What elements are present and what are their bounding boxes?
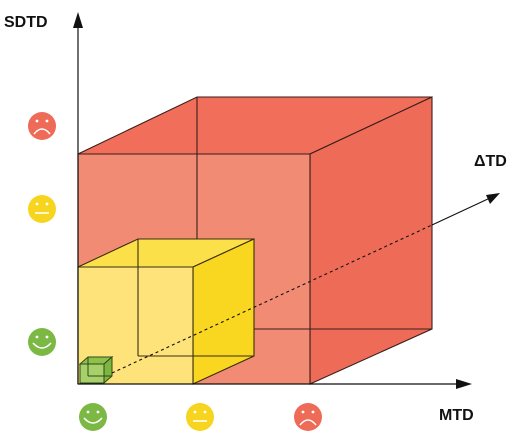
z-axis-visible: [431, 197, 491, 226]
neutral-face-icon: [186, 403, 214, 431]
sad-face-icon: [28, 112, 56, 140]
z-axis-hidden: [111, 224, 433, 374]
medium-cube: [77, 238, 255, 385]
z-axis-label: ΔTD: [474, 153, 507, 170]
y-axis-label: SDTD: [4, 14, 48, 31]
x-axis-label: MTD: [439, 407, 474, 424]
happy-face-icon: [28, 328, 56, 356]
happy-face-icon: [79, 403, 107, 431]
y-axis-arrowhead: [73, 12, 83, 28]
neutral-face-icon: [28, 195, 56, 223]
small-cube-front-face: [79, 363, 105, 384]
sad-face-icon: [294, 403, 322, 431]
small-cube: [78, 355, 114, 385]
z-axis-arrowhead: [486, 193, 500, 204]
x-axis-arrowhead: [456, 379, 472, 389]
